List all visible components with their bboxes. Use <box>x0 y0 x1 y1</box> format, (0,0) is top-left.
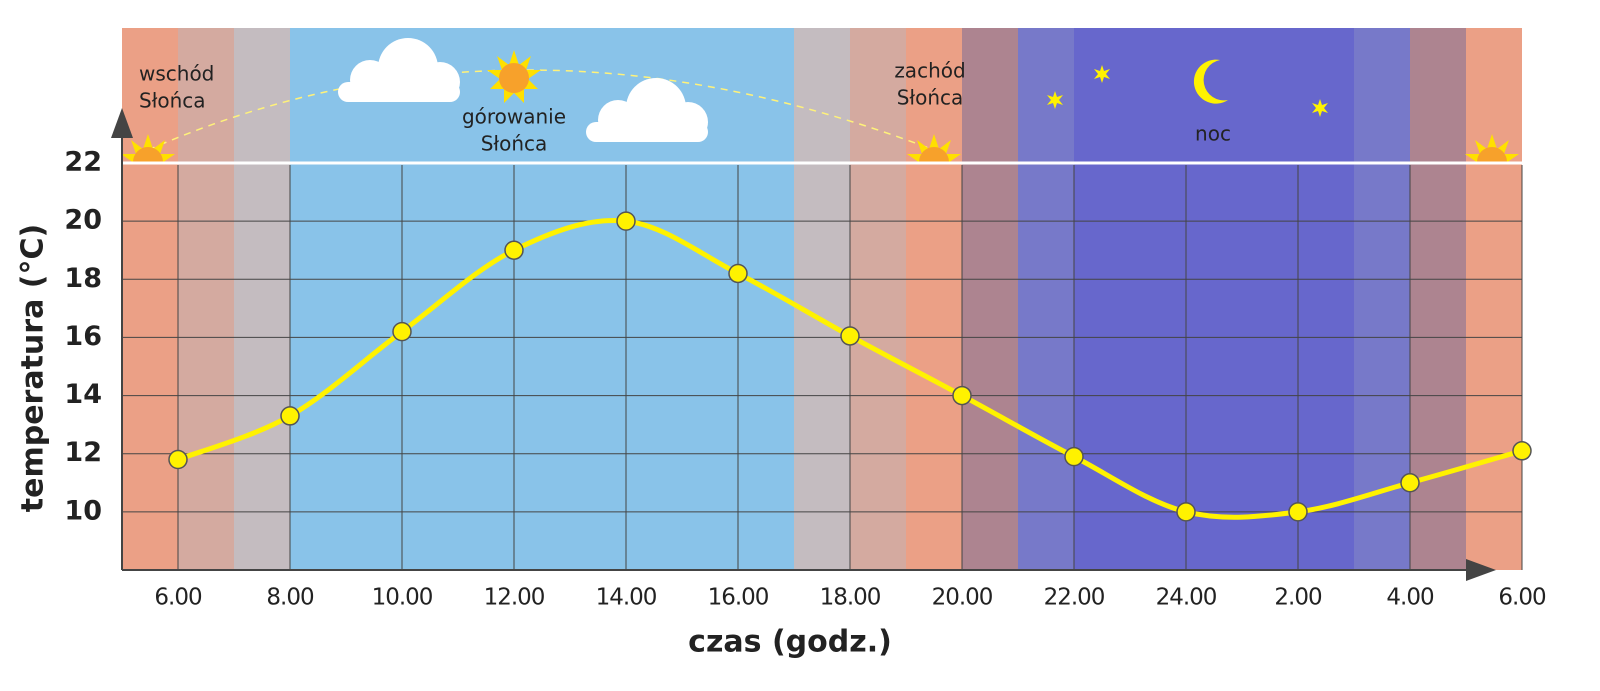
data-point <box>280 406 300 426</box>
y-tick-label: 18 <box>64 263 102 294</box>
annotation: noc <box>1195 122 1231 146</box>
x-tick-label: 22.00 <box>1044 585 1105 611</box>
data-point <box>168 449 188 470</box>
background-bands <box>122 28 1522 570</box>
y-tick-label: 22 <box>64 147 102 178</box>
sky-icons <box>121 38 1519 162</box>
annotation: górowanie <box>462 105 566 129</box>
x-tick-label: 18.00 <box>820 585 881 611</box>
data-point <box>1512 441 1532 461</box>
x-tick-label: 20.00 <box>932 585 993 611</box>
data-point <box>840 326 860 346</box>
data-point <box>504 240 524 260</box>
annotations: wschód Słońca górowanie Słońca zachód Słońca n… <box>139 59 1231 156</box>
y-tick-label: 20 <box>64 205 102 236</box>
data-point <box>616 211 636 231</box>
axes <box>111 108 1496 581</box>
data-point <box>952 385 972 406</box>
y-axis-label: temperatura (°C) <box>16 224 51 512</box>
x-tick-label: 2.00 <box>1274 585 1322 611</box>
y-tick-label: 10 <box>64 495 102 526</box>
data-point <box>1064 446 1084 467</box>
x-axis-label: czas (godz.) <box>688 625 892 660</box>
y-tick-label: 12 <box>64 437 102 468</box>
data-point <box>392 321 412 342</box>
x-tick-label: 8.00 <box>266 585 314 611</box>
x-tick-label: 6.00 <box>154 585 202 611</box>
annotation: wschód <box>139 62 214 86</box>
data-point <box>1176 502 1196 522</box>
x-tick-label: 12.00 <box>484 585 545 611</box>
x-tick-label: 14.00 <box>596 585 657 611</box>
annotation: Słońca <box>481 132 548 156</box>
x-tick-label: 10.00 <box>372 585 433 611</box>
annotation: Słońca <box>897 86 964 110</box>
annotation: zachód <box>894 59 965 83</box>
x-tick-label: 6.00 <box>1498 585 1546 611</box>
x-tick-label: 24.00 <box>1156 585 1217 611</box>
y-tick-label: 16 <box>64 321 102 352</box>
x-tick-label: 16.00 <box>708 585 769 611</box>
data-point <box>728 263 748 284</box>
x-tick-label: 4.00 <box>1386 585 1434 611</box>
data-point <box>1400 473 1420 493</box>
data-point <box>1288 502 1308 522</box>
annotation: Słońca <box>139 89 206 113</box>
y-tick-label: 14 <box>64 379 102 410</box>
